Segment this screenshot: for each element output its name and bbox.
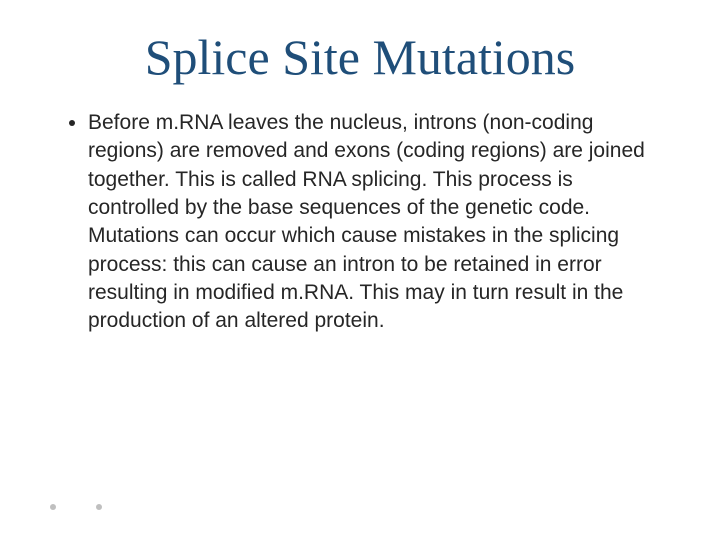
bullet-item: Before m.RNA leaves the nucleus, introns… <box>88 109 660 336</box>
slide: Splice Site Mutations Before m.RNA leave… <box>0 0 720 540</box>
bullet-list: Before m.RNA leaves the nucleus, introns… <box>60 109 660 336</box>
body-wrap: Before m.RNA leaves the nucleus, introns… <box>50 109 670 336</box>
decor-dots <box>50 504 102 510</box>
decor-dot-icon <box>96 504 102 510</box>
slide-title: Splice Site Mutations <box>50 30 670 85</box>
decor-dot-icon <box>50 504 56 510</box>
